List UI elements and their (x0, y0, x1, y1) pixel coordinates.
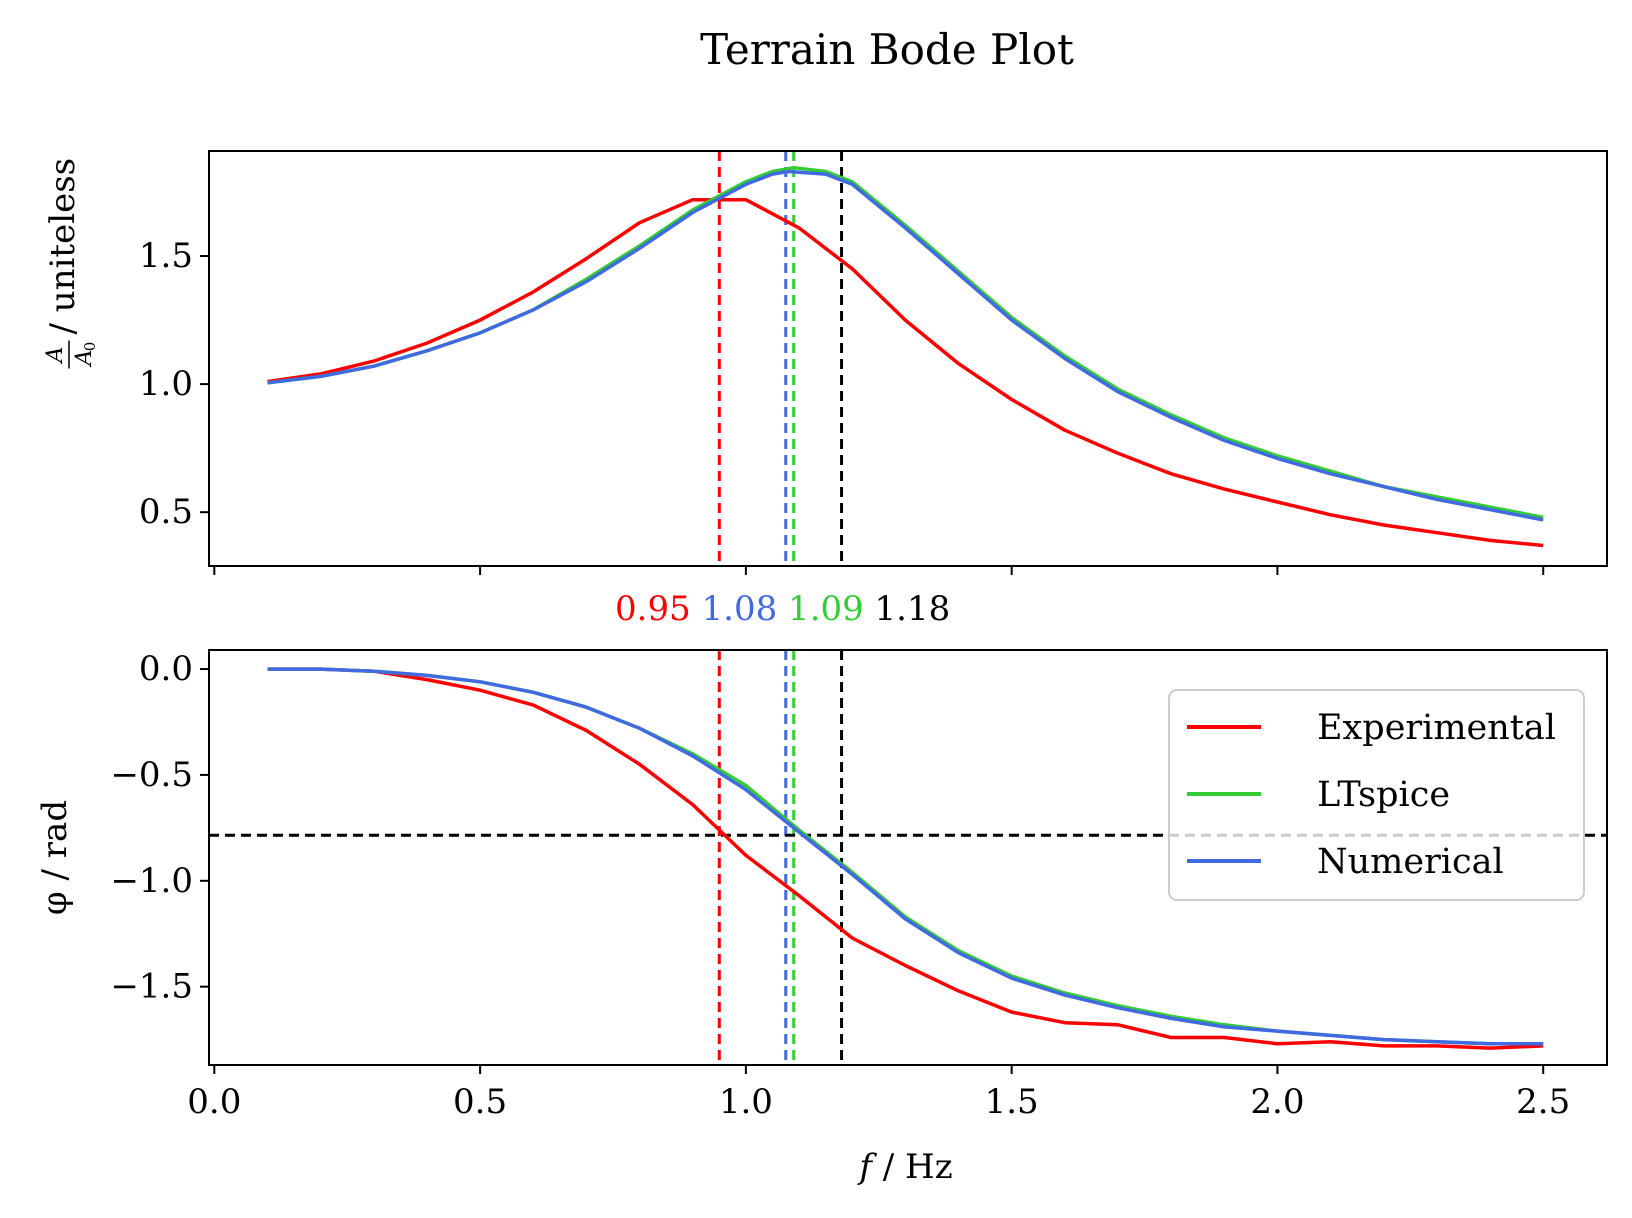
chart-title: Terrain Bode Plot (700, 25, 1074, 74)
x-tick-label: 1.5 (985, 1082, 1039, 1122)
legend: Experimental LTspice Numerical (1168, 689, 1585, 901)
series-line-experimental (267, 667, 1544, 1050)
x-tick-label: 0.5 (453, 1082, 507, 1122)
resonance-label: 0.95 (615, 589, 691, 629)
resonance-label: 1.18 (864, 589, 951, 629)
resonance-label: 1.08 (691, 589, 778, 629)
legend-label: LTspice (1317, 775, 1450, 815)
x-tick-label: 1.0 (719, 1082, 773, 1122)
x-tick-label: 2.5 (1516, 1082, 1570, 1122)
x-tick-label: 2.0 (1250, 1082, 1304, 1122)
resonance-labels: 0.95 1.08 1.09 1.18 (615, 589, 950, 629)
phase-panel: 0.0 0.5 1.0 1.5 2.0 2.5 0.0 −0.5 −1.0 −1.5 φ / rad (35, 649, 1608, 1122)
y-axis-label: φ / rad (35, 800, 75, 915)
x-axis-label: f / Hz (856, 1147, 952, 1187)
series-line-experimental (267, 197, 1544, 548)
y-axis-label-denominator: A (72, 350, 97, 368)
y-axis-label-numerator: A (43, 347, 68, 365)
legend-label: Numerical (1317, 842, 1504, 882)
series-line-numerical (267, 169, 1544, 522)
plot-frame (208, 649, 1608, 1066)
y-tick-label: 0.0 (139, 649, 193, 689)
y-axis-label-text: / uniteless (43, 158, 83, 335)
resonance-label: 1.09 (777, 589, 864, 629)
y-tick-label: −0.5 (110, 755, 193, 795)
y-tick-label: 1.5 (139, 236, 193, 276)
y-tick-label: −1.5 (110, 967, 193, 1007)
plot-frame (208, 150, 1608, 567)
x-tick-label: 0.0 (187, 1082, 241, 1122)
y-tick-label: −1.0 (110, 861, 193, 901)
x-axis-label-unit: / Hz (872, 1147, 953, 1187)
y-tick-label: 1.0 (139, 364, 193, 404)
resonance-value-labels: 0.95 1.08 1.09 1.18 (615, 589, 950, 629)
series-line-ltspice (267, 165, 1544, 520)
series-line-numerical (267, 667, 1544, 1046)
y-axis-label-subscript: 0 (81, 342, 99, 352)
legend-label: Experimental (1317, 708, 1556, 748)
legend-box (1168, 689, 1585, 901)
y-tick-label: 0.5 (139, 492, 193, 532)
